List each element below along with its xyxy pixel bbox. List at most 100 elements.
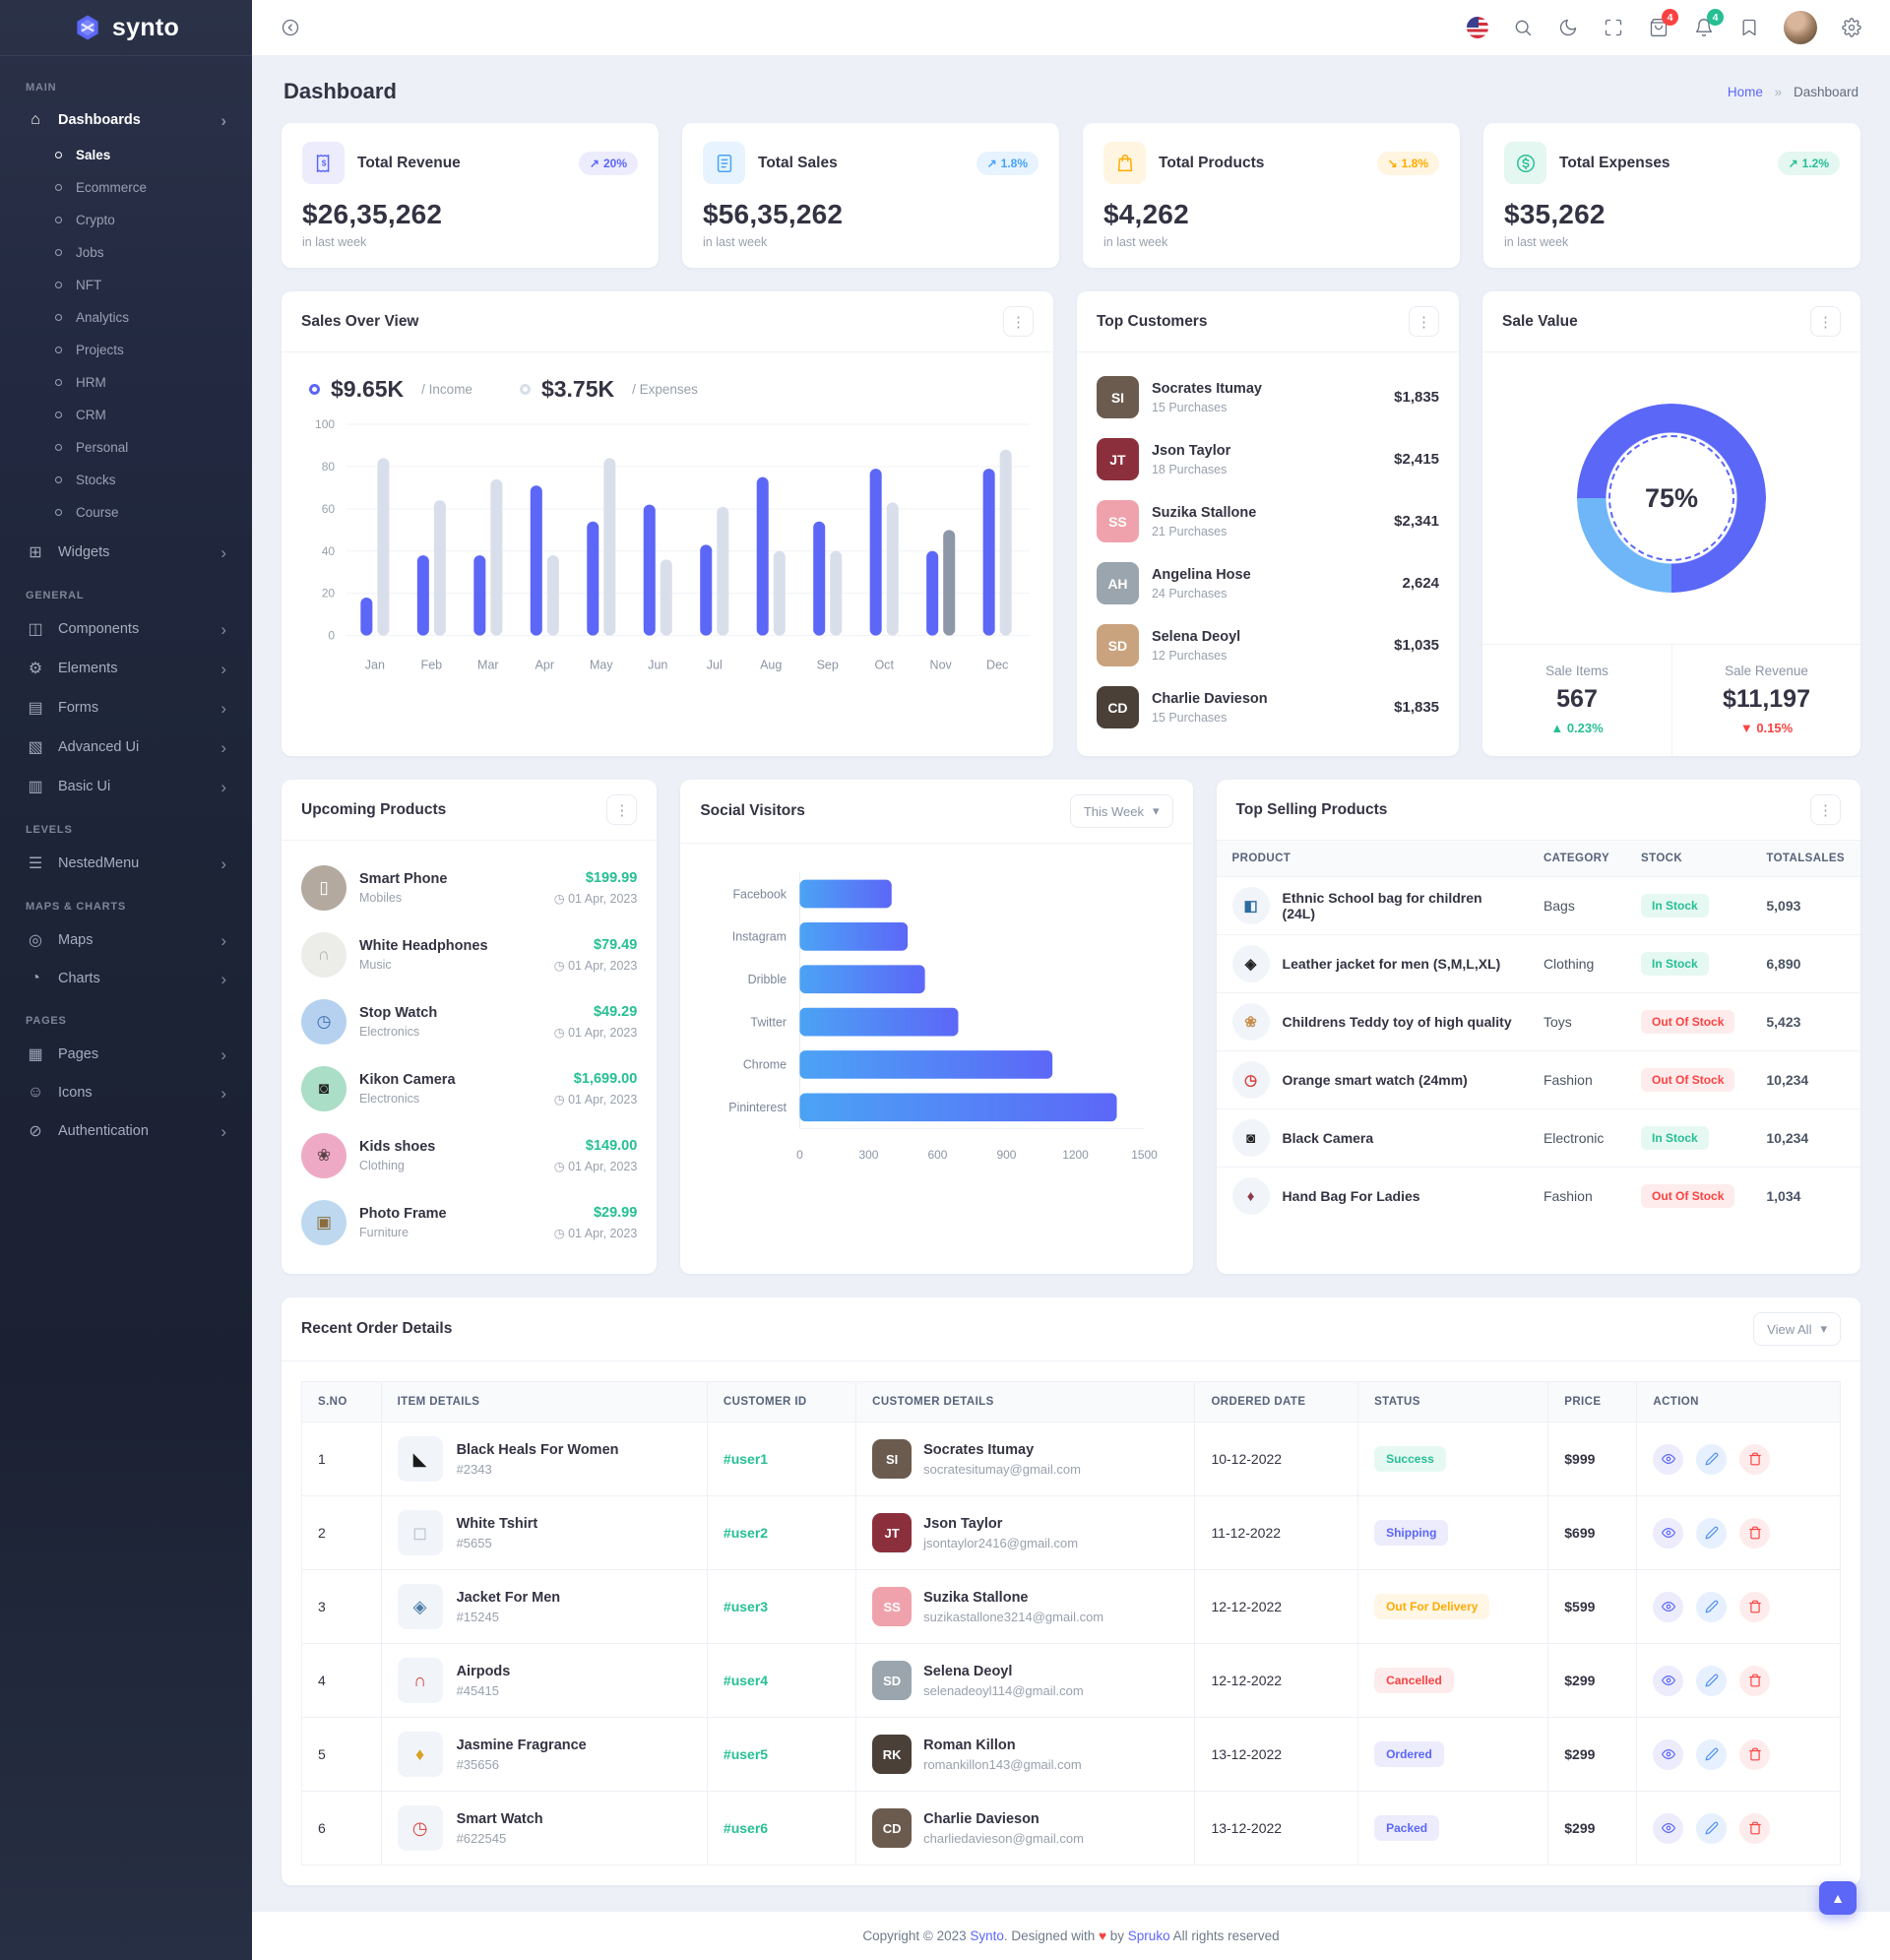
sidebar-item-basic-ui[interactable]: ▥ Basic Ui › bbox=[16, 767, 236, 806]
breadcrumb-home-link[interactable]: Home bbox=[1727, 84, 1763, 99]
circle-bullet-icon bbox=[55, 476, 62, 483]
top-customers-more-button[interactable]: ⋮ bbox=[1409, 306, 1440, 337]
order-row-6: 6 ◷ Smart Watch #622545 #user6 CD Charli… bbox=[301, 1791, 1841, 1865]
upcoming-product-white-headphones[interactable]: ∩ White Headphones Music $79.49 ◷ 01 Apr… bbox=[301, 921, 637, 988]
sidebar-item-components[interactable]: ◫ Components › bbox=[16, 609, 236, 649]
brand-logo[interactable]: synto bbox=[0, 0, 252, 56]
delete-order-button[interactable] bbox=[1739, 1739, 1771, 1770]
delete-order-button[interactable] bbox=[1739, 1591, 1771, 1622]
sidebar-item-nestedmenu[interactable]: ☰ NestedMenu › bbox=[16, 844, 236, 883]
pencil-icon bbox=[1705, 1821, 1719, 1835]
dollar-circle-icon bbox=[1504, 142, 1546, 184]
sidebar-subitem-analytics[interactable]: Analytics bbox=[16, 301, 236, 334]
customer-id-link[interactable]: #user4 bbox=[723, 1673, 769, 1688]
customer-name: Json Taylor bbox=[923, 1515, 1003, 1532]
sidebar-item-elements[interactable]: ⚙ Elements › bbox=[16, 649, 236, 688]
stat-trend-badge: ↗ 20% bbox=[578, 151, 638, 175]
sales-overview-more-button[interactable]: ⋮ bbox=[1002, 306, 1034, 337]
customer-row-json-taylor[interactable]: JT Json Taylor 18 Purchases $2,415 bbox=[1096, 428, 1439, 490]
delete-order-button[interactable] bbox=[1739, 1665, 1771, 1696]
search-button[interactable] bbox=[1512, 17, 1534, 38]
sidebar-subitem-personal[interactable]: Personal bbox=[16, 431, 236, 464]
customer-id-link[interactable]: #user1 bbox=[723, 1451, 769, 1467]
sidebar-subitem-nft[interactable]: NFT bbox=[16, 269, 236, 301]
footer-brand-link[interactable]: Synto bbox=[970, 1928, 1004, 1943]
view-order-button[interactable] bbox=[1653, 1739, 1684, 1770]
view-order-button[interactable] bbox=[1653, 1665, 1684, 1696]
customer-id-link[interactable]: #user5 bbox=[723, 1746, 769, 1762]
view-all-button[interactable]: View All ▾ bbox=[1753, 1312, 1841, 1346]
view-order-button[interactable] bbox=[1653, 1443, 1684, 1475]
customer-id-link[interactable]: #user6 bbox=[723, 1820, 769, 1836]
top-selling-more-button[interactable]: ⋮ bbox=[1809, 794, 1841, 825]
edit-order-button[interactable] bbox=[1696, 1591, 1728, 1622]
cart-button[interactable]: 4 bbox=[1648, 9, 1678, 38]
stat-title: Total Sales bbox=[758, 154, 838, 171]
customer-row-angelina-hose[interactable]: AH Angelina Hose 24 Purchases 2,624 bbox=[1096, 552, 1439, 614]
product-category: Mobiles bbox=[359, 891, 403, 905]
sidebar-item-icons[interactable]: ☺ Icons › bbox=[16, 1074, 236, 1111]
view-order-button[interactable] bbox=[1653, 1517, 1684, 1549]
dark-mode-button[interactable] bbox=[1557, 17, 1579, 38]
customer-id-link[interactable]: #user2 bbox=[723, 1525, 769, 1541]
sidebar-toggle-button[interactable] bbox=[280, 17, 301, 38]
product-name: White Headphones bbox=[359, 938, 488, 954]
delete-order-button[interactable] bbox=[1739, 1812, 1771, 1844]
delete-order-button[interactable] bbox=[1739, 1517, 1771, 1549]
sidebar-subitem-ecommerce[interactable]: Ecommerce bbox=[16, 171, 236, 204]
sidebar-subitem-jobs[interactable]: Jobs bbox=[16, 236, 236, 269]
sidebar-subitem-crypto[interactable]: Crypto bbox=[16, 204, 236, 236]
sidebar-item-widgets[interactable]: ⊞ Widgets › bbox=[16, 533, 236, 572]
customer-row-charlie-davieson[interactable]: CD Charlie Davieson 15 Purchases $1,835 bbox=[1096, 676, 1439, 738]
upcoming-product-stop-watch[interactable]: ◷ Stop Watch Electronics $49.29 ◷ 01 Apr… bbox=[301, 988, 637, 1055]
customer-row-selena-deoyl[interactable]: SD Selena Deoyl 12 Purchases $1,035 bbox=[1096, 614, 1439, 676]
edit-order-button[interactable] bbox=[1696, 1443, 1728, 1475]
product-date: ◷ 01 Apr, 2023 bbox=[553, 1227, 638, 1240]
edit-order-button[interactable] bbox=[1696, 1517, 1728, 1549]
customer-purchases: 18 Purchases bbox=[1151, 462, 1228, 476]
edit-order-button[interactable] bbox=[1696, 1665, 1728, 1696]
edit-order-button[interactable] bbox=[1696, 1812, 1728, 1844]
view-order-button[interactable] bbox=[1653, 1812, 1684, 1844]
social-visitors-filter-button[interactable]: This Week ▾ bbox=[1069, 794, 1173, 828]
upcoming-product-photo-frame[interactable]: ▣ Photo Frame Furniture $29.99 ◷ 01 Apr,… bbox=[301, 1189, 637, 1256]
sidebar-item-maps[interactable]: ◎ Maps › bbox=[16, 920, 236, 960]
upcoming-product-smart-phone[interactable]: ▯ Smart Phone Mobiles $199.99 ◷ 01 Apr, … bbox=[301, 854, 637, 921]
sidebar-subitem-sales[interactable]: Sales bbox=[16, 139, 236, 171]
upcoming-products-more-button[interactable]: ⋮ bbox=[606, 794, 638, 825]
sidebar-subitem-stocks[interactable]: Stocks bbox=[16, 464, 236, 496]
customer-id-link[interactable]: #user3 bbox=[723, 1599, 769, 1614]
sale-value-more-button[interactable]: ⋮ bbox=[1810, 306, 1841, 337]
sidebar-item-pages[interactable]: ▦ Pages › bbox=[16, 1035, 236, 1074]
pencil-icon bbox=[1705, 1526, 1719, 1540]
sidebar-item-dashboards[interactable]: ⌂ Dashboards › bbox=[16, 101, 236, 139]
customer-email: selenadeoyl114@gmail.com bbox=[923, 1682, 1084, 1698]
fullscreen-button[interactable] bbox=[1603, 17, 1624, 38]
sidebar-item-charts[interactable]: ◔ Charts › bbox=[16, 960, 236, 997]
sidebar-subitem-hrm[interactable]: HRM bbox=[16, 366, 236, 399]
customer-row-suzika-stallone[interactable]: SS Suzika Stallone 21 Purchases $2,341 bbox=[1096, 490, 1439, 552]
settings-button[interactable] bbox=[1841, 17, 1862, 38]
upcoming-product-kids-shoes[interactable]: ❀ Kids shoes Clothing $149.00 ◷ 01 Apr, … bbox=[301, 1122, 637, 1189]
view-order-button[interactable] bbox=[1653, 1591, 1684, 1622]
product-price: $49.29 bbox=[593, 1004, 638, 1020]
customer-row-socrates-itumay[interactable]: SI Socrates Itumay 15 Purchases $1,835 bbox=[1096, 366, 1439, 428]
notifications-button[interactable]: 4 bbox=[1693, 9, 1724, 38]
upcoming-product-kikon-camera[interactable]: ◙ Kikon Camera Electronics $1,699.00 ◷ 0… bbox=[301, 1055, 637, 1122]
sidebar-subitem-projects[interactable]: Projects bbox=[16, 334, 236, 366]
sidebar-subitem-course[interactable]: Course bbox=[16, 496, 236, 529]
invoice-icon: $ bbox=[302, 142, 345, 184]
sidebar-item-advanced-ui[interactable]: ▧ Advanced Ui › bbox=[16, 727, 236, 767]
bookmark-button[interactable] bbox=[1738, 17, 1760, 38]
sidebar-subitem-crm[interactable]: CRM bbox=[16, 399, 236, 431]
scroll-to-top-button[interactable]: ▲ bbox=[1819, 1881, 1857, 1915]
footer-designer-link[interactable]: Spruko bbox=[1127, 1928, 1170, 1943]
sidebar-item-authentication[interactable]: ⊘ Authentication › bbox=[16, 1111, 236, 1151]
user-avatar[interactable] bbox=[1784, 11, 1817, 44]
language-flag-icon[interactable] bbox=[1467, 17, 1488, 38]
product-category: Clothing bbox=[359, 1159, 405, 1172]
edit-order-button[interactable] bbox=[1696, 1739, 1728, 1770]
delete-order-button[interactable] bbox=[1739, 1443, 1771, 1475]
sidebar-item-forms[interactable]: ▤ Forms › bbox=[16, 688, 236, 727]
product-price: $1,699.00 bbox=[573, 1071, 638, 1087]
